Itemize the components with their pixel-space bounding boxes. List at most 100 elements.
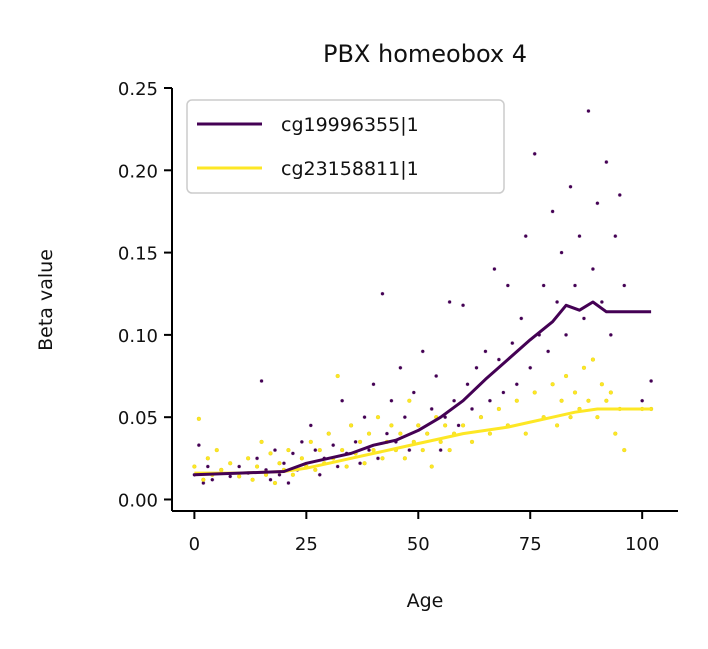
x-axis-label: Age xyxy=(407,590,444,612)
legend: cg19996355|1 cg23158811|1 xyxy=(186,99,505,194)
data-point xyxy=(429,406,434,412)
data-point xyxy=(340,448,345,453)
data-point xyxy=(608,390,613,395)
data-point xyxy=(398,365,403,370)
data-point xyxy=(572,283,578,288)
data-point xyxy=(510,341,515,346)
data-point xyxy=(456,423,461,428)
data-point xyxy=(559,398,564,403)
data-point xyxy=(331,443,336,448)
data-point xyxy=(599,382,604,387)
data-point xyxy=(407,398,412,403)
y-tick-label: 0.20 xyxy=(118,161,158,182)
y-tick-label: 0.25 xyxy=(118,79,158,100)
legend-label-2: cg23158811|1 xyxy=(281,158,419,180)
data-point xyxy=(357,439,363,444)
y-tick-label: 0.00 xyxy=(118,490,158,511)
data-point xyxy=(371,382,376,387)
data-point xyxy=(514,382,519,387)
data-point xyxy=(214,448,219,453)
data-point xyxy=(375,415,381,420)
data-point xyxy=(317,472,322,477)
trend-line-1 xyxy=(194,300,652,477)
data-point xyxy=(541,283,546,288)
data-point xyxy=(613,431,618,436)
data-point xyxy=(335,373,340,379)
data-point xyxy=(452,398,457,403)
data-point xyxy=(313,448,318,453)
data-point xyxy=(492,266,497,272)
data-point xyxy=(344,464,349,469)
data-point xyxy=(416,423,421,428)
data-point xyxy=(281,461,287,466)
chart-title: PBX homeobox 4 xyxy=(323,40,527,68)
data-point xyxy=(563,332,569,337)
data-point xyxy=(196,443,201,448)
x-tick-label: 100 xyxy=(625,534,659,555)
y-axis-label: Beta value xyxy=(35,249,57,351)
data-point xyxy=(277,472,282,477)
data-point xyxy=(469,439,475,444)
data-point xyxy=(434,373,439,379)
data-point xyxy=(425,431,430,436)
data-point xyxy=(523,234,528,239)
data-point xyxy=(366,431,372,436)
data-point xyxy=(613,234,618,239)
data-point xyxy=(577,234,582,239)
trend-layer xyxy=(194,300,652,477)
data-point xyxy=(205,456,210,461)
data-point xyxy=(649,378,654,384)
data-point xyxy=(528,365,533,370)
data-point xyxy=(554,299,560,305)
data-point xyxy=(429,464,434,469)
data-point xyxy=(617,192,622,198)
data-point xyxy=(523,431,528,436)
data-point xyxy=(210,477,215,482)
data-point xyxy=(487,431,493,436)
data-point xyxy=(219,467,224,472)
data-point xyxy=(501,390,506,395)
data-point xyxy=(201,477,206,482)
data-point xyxy=(563,373,569,379)
data-point xyxy=(447,299,452,305)
data-point xyxy=(420,448,425,453)
data-point xyxy=(272,480,278,486)
data-point xyxy=(438,439,443,444)
data-point xyxy=(353,439,358,444)
data-point xyxy=(290,472,296,477)
data-point xyxy=(205,464,210,469)
legend-label-1: cg19996355|1 xyxy=(281,114,419,136)
data-point xyxy=(246,456,251,461)
data-point xyxy=(443,423,448,428)
data-point xyxy=(357,461,363,466)
data-point xyxy=(317,448,322,453)
data-point xyxy=(514,398,519,403)
data-point xyxy=(308,423,313,428)
data-point xyxy=(550,209,555,214)
points-layer xyxy=(192,108,654,486)
data-point xyxy=(340,398,345,403)
data-point xyxy=(375,456,381,461)
data-point xyxy=(546,349,551,354)
data-point xyxy=(308,439,313,444)
data-point xyxy=(460,423,466,428)
data-point xyxy=(254,464,260,469)
data-point xyxy=(196,416,201,421)
data-point xyxy=(505,283,510,288)
data-point xyxy=(622,283,627,288)
y-tick-label: 0.05 xyxy=(118,408,158,429)
data-point xyxy=(384,431,390,436)
data-point xyxy=(554,423,560,428)
data-point xyxy=(371,448,376,453)
data-point xyxy=(568,184,573,189)
data-point xyxy=(389,423,394,428)
data-point xyxy=(362,415,367,420)
data-point xyxy=(290,451,296,456)
data-point xyxy=(559,250,564,255)
data-point xyxy=(254,456,260,461)
data-point xyxy=(532,390,537,395)
data-point xyxy=(465,382,470,387)
data-point xyxy=(250,477,255,482)
data-point xyxy=(604,398,609,403)
